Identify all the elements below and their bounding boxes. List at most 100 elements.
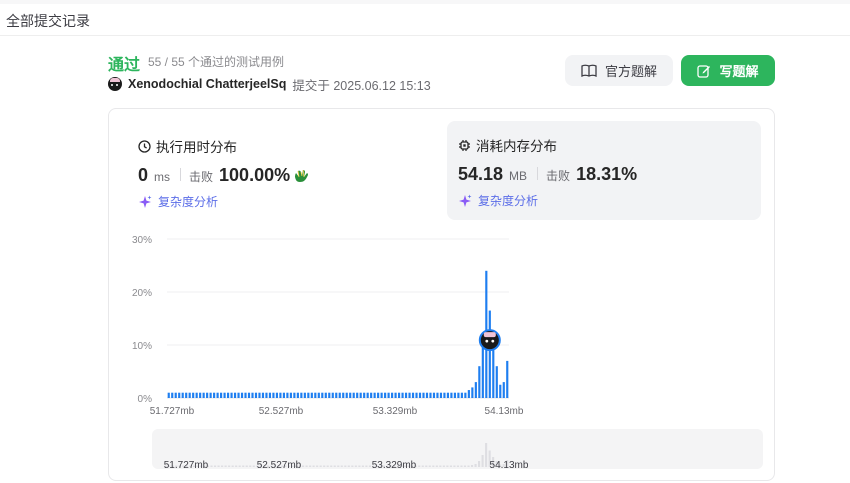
chart-bar[interactable]: [506, 360, 509, 398]
chart-bar[interactable]: [429, 392, 432, 398]
chart-bar[interactable]: [349, 392, 352, 398]
chart-bar[interactable]: [342, 392, 345, 398]
chart-bar[interactable]: [457, 392, 460, 398]
chart-bar[interactable]: [167, 392, 170, 398]
chart-bar[interactable]: [408, 392, 411, 398]
chart-bar[interactable]: [492, 345, 495, 398]
chart-bar[interactable]: [366, 392, 369, 398]
chart-bar[interactable]: [314, 392, 317, 398]
chart-bar[interactable]: [422, 392, 425, 398]
chart-bar[interactable]: [478, 366, 481, 398]
chart-bar[interactable]: [453, 392, 456, 398]
chart-bar[interactable]: [272, 392, 275, 398]
chart-bar[interactable]: [335, 392, 338, 398]
chart-bar[interactable]: [310, 392, 313, 398]
chart-bar[interactable]: [488, 310, 491, 398]
chart-bar[interactable]: [192, 392, 195, 398]
chart-bar[interactable]: [216, 392, 219, 398]
chart-bar[interactable]: [321, 392, 324, 398]
chart-bar[interactable]: [474, 382, 477, 398]
chart-bar[interactable]: [391, 392, 394, 398]
chart-bar[interactable]: [220, 392, 223, 398]
chart-bar[interactable]: [202, 392, 205, 398]
chart-bar[interactable]: [370, 392, 373, 398]
runtime-complexity-link[interactable]: 复杂度分析: [138, 193, 218, 210]
memory-panel[interactable]: 消耗内存分布 54.18 MB 击败 18.31% 复杂度分析: [447, 121, 761, 220]
chart-bar[interactable]: [171, 392, 174, 398]
chart-bar[interactable]: [226, 392, 230, 398]
chart-bar[interactable]: [282, 392, 285, 398]
chart-bar[interactable]: [443, 392, 446, 398]
chart-bar[interactable]: [373, 392, 376, 398]
chart-bar[interactable]: [254, 392, 258, 398]
chart-bar[interactable]: [356, 392, 359, 398]
chart-bar[interactable]: [251, 392, 254, 398]
chart-bar[interactable]: [384, 392, 387, 398]
chart-bar[interactable]: [279, 392, 282, 398]
chart-bar[interactable]: [404, 392, 408, 398]
chart-bar[interactable]: [401, 392, 404, 398]
chart-bar[interactable]: [268, 392, 272, 398]
chart-bar[interactable]: [464, 392, 467, 398]
memory-complexity-link[interactable]: 复杂度分析: [458, 192, 538, 209]
chart-bar[interactable]: [345, 392, 348, 398]
chart-bar[interactable]: [209, 392, 212, 398]
chart-bar[interactable]: [261, 392, 265, 398]
chart-bar[interactable]: [432, 392, 436, 398]
chart-bar[interactable]: [481, 334, 484, 398]
chart-bar[interactable]: [213, 392, 216, 398]
chart-bar[interactable]: [199, 392, 202, 398]
chart-bar[interactable]: [363, 392, 366, 398]
chart-bar[interactable]: [331, 392, 334, 398]
chart-bar[interactable]: [418, 392, 422, 398]
chart-bar[interactable]: [495, 366, 498, 398]
chart-bar[interactable]: [296, 392, 299, 398]
chart-bar[interactable]: [289, 392, 292, 398]
chart-bar[interactable]: [471, 387, 474, 398]
chart-bar[interactable]: [230, 392, 233, 398]
chart-bar[interactable]: [425, 392, 429, 398]
chart-bar[interactable]: [467, 390, 470, 398]
chart-bar[interactable]: [387, 392, 390, 398]
write-solution-button[interactable]: 写题解: [681, 55, 775, 86]
chart-bar[interactable]: [303, 392, 306, 398]
username-link[interactable]: Xenodochial ChatterjeelSq: [128, 77, 287, 91]
chart-bar[interactable]: [233, 392, 237, 398]
runtime-panel[interactable]: 执行用时分布 0 ms 击败 100.00% 复杂度分析: [127, 122, 441, 221]
chart-bar[interactable]: [265, 392, 268, 398]
chart-bar[interactable]: [188, 392, 191, 398]
chart-bar[interactable]: [195, 392, 198, 398]
chart-range-slider[interactable]: [152, 429, 763, 469]
chart-bar[interactable]: [185, 392, 188, 398]
chart-bar[interactable]: [460, 392, 463, 398]
chart-bar[interactable]: [328, 392, 331, 398]
chart-bar[interactable]: [247, 392, 251, 398]
chart-bar[interactable]: [446, 392, 450, 398]
chart-bar[interactable]: [174, 392, 177, 398]
chart-bar[interactable]: [300, 392, 303, 398]
chart-bar[interactable]: [223, 392, 226, 398]
chart-bar[interactable]: [439, 392, 443, 398]
chart-bar[interactable]: [394, 392, 397, 398]
chart-bar[interactable]: [380, 392, 383, 398]
chart-bar[interactable]: [436, 392, 439, 398]
chart-bar[interactable]: [450, 392, 453, 398]
chart-bar[interactable]: [286, 392, 289, 398]
chart-bar[interactable]: [206, 392, 209, 398]
chart-bar[interactable]: [377, 392, 380, 398]
chart-bar[interactable]: [181, 392, 184, 398]
chart-bar[interactable]: [359, 392, 362, 398]
chart-bar[interactable]: [499, 384, 502, 398]
chart-bar[interactable]: [240, 392, 244, 398]
chart-bar[interactable]: [237, 392, 240, 398]
chart-bar[interactable]: [502, 382, 505, 398]
chart-bar[interactable]: [275, 392, 279, 398]
chart-bar[interactable]: [307, 392, 310, 398]
chart-bar[interactable]: [415, 392, 418, 398]
chart-bar[interactable]: [352, 392, 355, 398]
chart-bar[interactable]: [324, 392, 327, 398]
chart-bar[interactable]: [397, 392, 401, 398]
chart-bar[interactable]: [411, 392, 415, 398]
avatar[interactable]: [108, 77, 122, 91]
chart-bar[interactable]: [338, 392, 341, 398]
